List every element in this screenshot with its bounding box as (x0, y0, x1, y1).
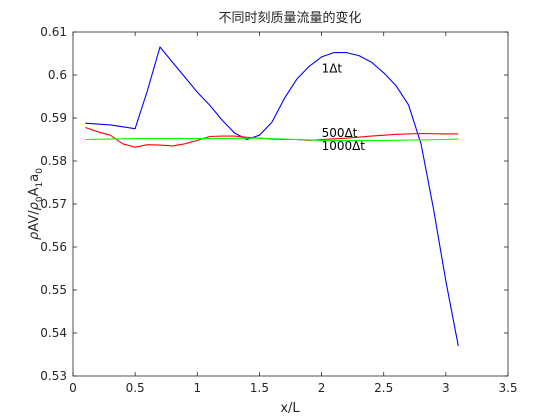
y-tick-label: 0.58 (40, 154, 67, 168)
x-tick-label: 2.5 (374, 381, 393, 395)
x-tick-label: 0 (69, 381, 77, 395)
x-tick-label: 0.5 (126, 381, 145, 395)
series-line (85, 126, 459, 148)
x-tick-label: 1.5 (250, 381, 269, 395)
x-axis-label: x/L (280, 401, 300, 416)
y-tick-label: 0.57 (40, 197, 67, 211)
chart-title: 不同时刻质量流量的变化 (218, 10, 361, 26)
y-axis-label: ρAV/ρ0A1a0 (27, 168, 45, 240)
x-tick-label: 2 (318, 381, 326, 395)
series-annotation: 500Δt (322, 126, 358, 140)
y-tick-label: 0.54 (40, 326, 67, 340)
svg-text:ρAV/ρ0A1a0: ρAV/ρ0A1a0 (27, 168, 45, 240)
plot-area (72, 31, 509, 377)
y-tick-label: 0.6 (48, 68, 67, 82)
series-annotation: 1000Δt (322, 139, 366, 153)
axis-ticks: 0 0.5 1 1.5 2 2.5 3 3.5 0.53 0.54 0.55 0.56 0.57 0.58… (40, 25, 517, 395)
series-layer (85, 46, 459, 347)
series-line (85, 46, 459, 347)
y-tick-label: 0.53 (40, 369, 67, 383)
series-annotation: 1Δt (322, 62, 343, 76)
y-tick-label: 0.56 (40, 240, 67, 254)
y-tick-label: 0.55 (40, 283, 67, 297)
x-tick-label: 3.5 (498, 381, 517, 395)
y-tick-label: 0.59 (40, 111, 67, 125)
x-tick-label: 1 (193, 381, 201, 395)
x-tick-label: 3 (442, 381, 450, 395)
y-tick-label: 0.61 (40, 25, 67, 39)
series-line (85, 137, 459, 141)
